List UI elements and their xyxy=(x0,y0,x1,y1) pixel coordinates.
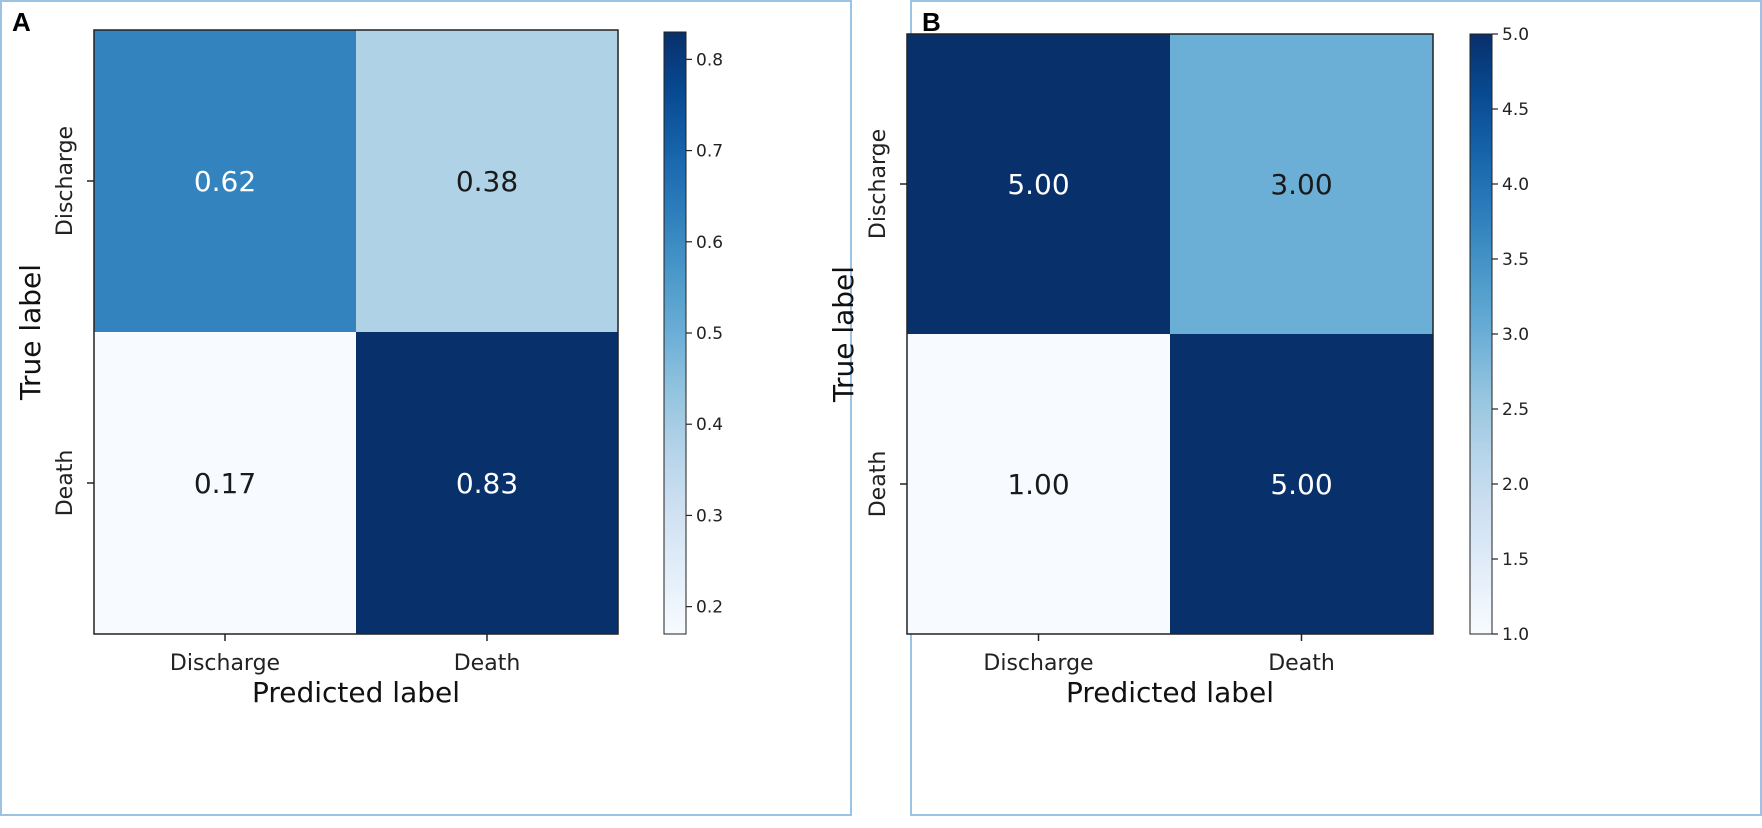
y-axis-label: True label xyxy=(827,266,860,403)
confusion-matrix-panel-b: B 5.00 3.00 1.00 5.00 Discharge Death Discharge… xyxy=(827,0,1762,816)
heatmap-cell xyxy=(1170,334,1433,634)
heatmap-cell xyxy=(356,332,618,634)
y-axis-label: True label xyxy=(14,264,47,401)
heatmap-cell xyxy=(94,30,356,332)
cell-value-label: 3.00 xyxy=(1270,168,1332,201)
cell-value-label: 0.17 xyxy=(194,467,256,500)
x-tick-label: Discharge xyxy=(983,651,1093,676)
x-axis-label: Predicted label xyxy=(1066,676,1274,709)
panel-b-content: 5.00 3.00 1.00 5.00 Discharge Death Discharge D… xyxy=(827,25,1529,709)
confusion-matrix-chart-b: B 5.00 3.00 1.00 5.00 Discharge Death Discharge… xyxy=(827,7,1529,709)
colorbar-tick-label: 0.4 xyxy=(696,415,723,435)
cell-value-label: 5.00 xyxy=(1270,468,1332,501)
colorbar-tick-label: 0.7 xyxy=(696,142,723,162)
y-tick-label: Death xyxy=(866,451,891,518)
heatmap-cell xyxy=(356,30,618,332)
colorbar-tick-label: 0.5 xyxy=(696,324,723,344)
x-tick-label: Death xyxy=(1268,651,1335,676)
panel-label: B xyxy=(922,7,941,37)
colorbar-tick-label: 2.0 xyxy=(1502,475,1529,495)
colorbar-tick-label: 5.0 xyxy=(1502,25,1529,45)
colorbar-tick-label: 1.0 xyxy=(1502,625,1529,645)
panel-label: A xyxy=(12,7,31,37)
cell-value-label: 0.83 xyxy=(456,467,518,500)
confusion-matrix-panel-a: A 0.62 0.38 0.17 0.83 Discharge Death Discharge… xyxy=(0,0,852,816)
y-tick-label: Death xyxy=(53,450,78,517)
plot-frame xyxy=(93,29,619,635)
cell-value-label: 0.62 xyxy=(194,165,256,198)
heatmap-cell xyxy=(907,34,1170,334)
heatmap-cell xyxy=(907,334,1170,634)
colorbar-tick-label: 3.5 xyxy=(1502,250,1529,270)
colorbar-tick-label: 0.6 xyxy=(696,233,723,253)
plot-frame xyxy=(906,33,1434,635)
y-tick-label: Discharge xyxy=(866,129,891,239)
colorbar-tick-label: 4.0 xyxy=(1502,175,1529,195)
heatmap-cell xyxy=(1170,34,1433,334)
cell-value-label: 0.38 xyxy=(456,165,518,198)
cell-value-label: 1.00 xyxy=(1007,468,1069,501)
colorbar-tick-label: 1.5 xyxy=(1502,550,1529,570)
colorbar-tick-label: 0.3 xyxy=(696,506,723,526)
cell-value-label: 5.00 xyxy=(1007,168,1069,201)
colorbar xyxy=(663,31,687,635)
colorbar-tick-label: 0.8 xyxy=(696,50,723,70)
colorbar-tick-label: 3.0 xyxy=(1502,325,1529,345)
heatmap-cell xyxy=(94,332,356,634)
x-tick-label: Death xyxy=(454,651,521,676)
colorbar-tick-label: 4.5 xyxy=(1502,100,1529,120)
x-tick-label: Discharge xyxy=(170,651,280,676)
y-tick-label: Discharge xyxy=(53,126,78,236)
colorbar-tick-label: 2.5 xyxy=(1502,400,1529,420)
colorbar-tick-label: 0.2 xyxy=(696,598,723,618)
confusion-matrix-chart-a: A 0.62 0.38 0.17 0.83 Discharge Death Discharge… xyxy=(12,7,723,709)
x-axis-label: Predicted label xyxy=(252,676,460,709)
colorbar xyxy=(1469,33,1493,635)
